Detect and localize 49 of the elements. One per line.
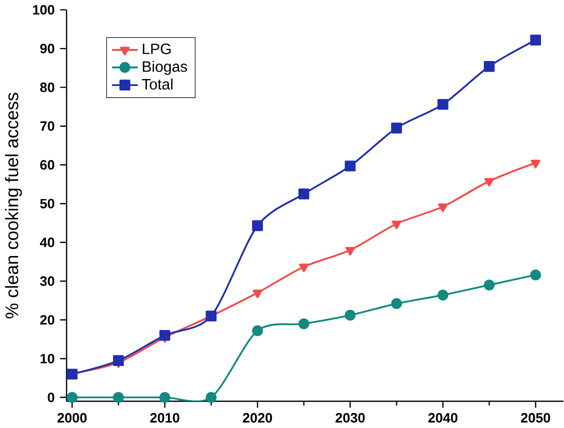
point (344, 160, 356, 172)
legend-label: Total (142, 78, 172, 90)
point (298, 188, 310, 200)
point (113, 392, 124, 403)
y-tick-label: 10 (40, 354, 54, 364)
point (344, 310, 356, 321)
y-tick-label: 60 (40, 160, 54, 170)
point (530, 34, 542, 46)
point (298, 318, 310, 330)
y-tick-label: 30 (40, 276, 54, 286)
point (484, 280, 495, 291)
x-tick-label: 2030 (336, 413, 365, 423)
point (252, 325, 263, 336)
point (437, 99, 448, 110)
point (159, 330, 170, 341)
legend-label: LPG (142, 44, 171, 54)
point (252, 290, 262, 298)
point (206, 310, 217, 322)
x-tick-label: 2050 (520, 413, 550, 423)
x-tick-label: 2010 (150, 413, 180, 423)
point (252, 220, 263, 232)
point (438, 204, 448, 212)
y-axis-title: % clean cooking fuel access (5, 92, 22, 319)
x-tick-label: 2000 (58, 413, 87, 423)
y-tick-label: 50 (40, 198, 54, 209)
point (484, 178, 494, 187)
y-tick-label: 70 (40, 121, 54, 132)
point (530, 160, 540, 168)
point (392, 220, 402, 230)
y-tick-label: 80 (40, 82, 54, 92)
legend-label: Biogas (142, 61, 188, 76)
point (391, 122, 402, 134)
point (345, 247, 356, 256)
point (437, 290, 448, 301)
point (66, 392, 78, 403)
point (206, 392, 217, 403)
point (484, 61, 495, 72)
point (159, 392, 170, 403)
y-tick-label: 100 (33, 5, 54, 15)
y-tick-label: 40 (40, 238, 54, 248)
point (299, 264, 309, 272)
y-tick-label: 20 (40, 315, 54, 325)
point (530, 270, 542, 281)
y-tick-label: 90 (40, 44, 54, 54)
point (391, 298, 402, 310)
x-tick-label: 2040 (428, 413, 458, 423)
point (113, 355, 124, 366)
y-tick-label: 0 (48, 392, 54, 402)
x-tick-label: 2020 (242, 413, 272, 423)
